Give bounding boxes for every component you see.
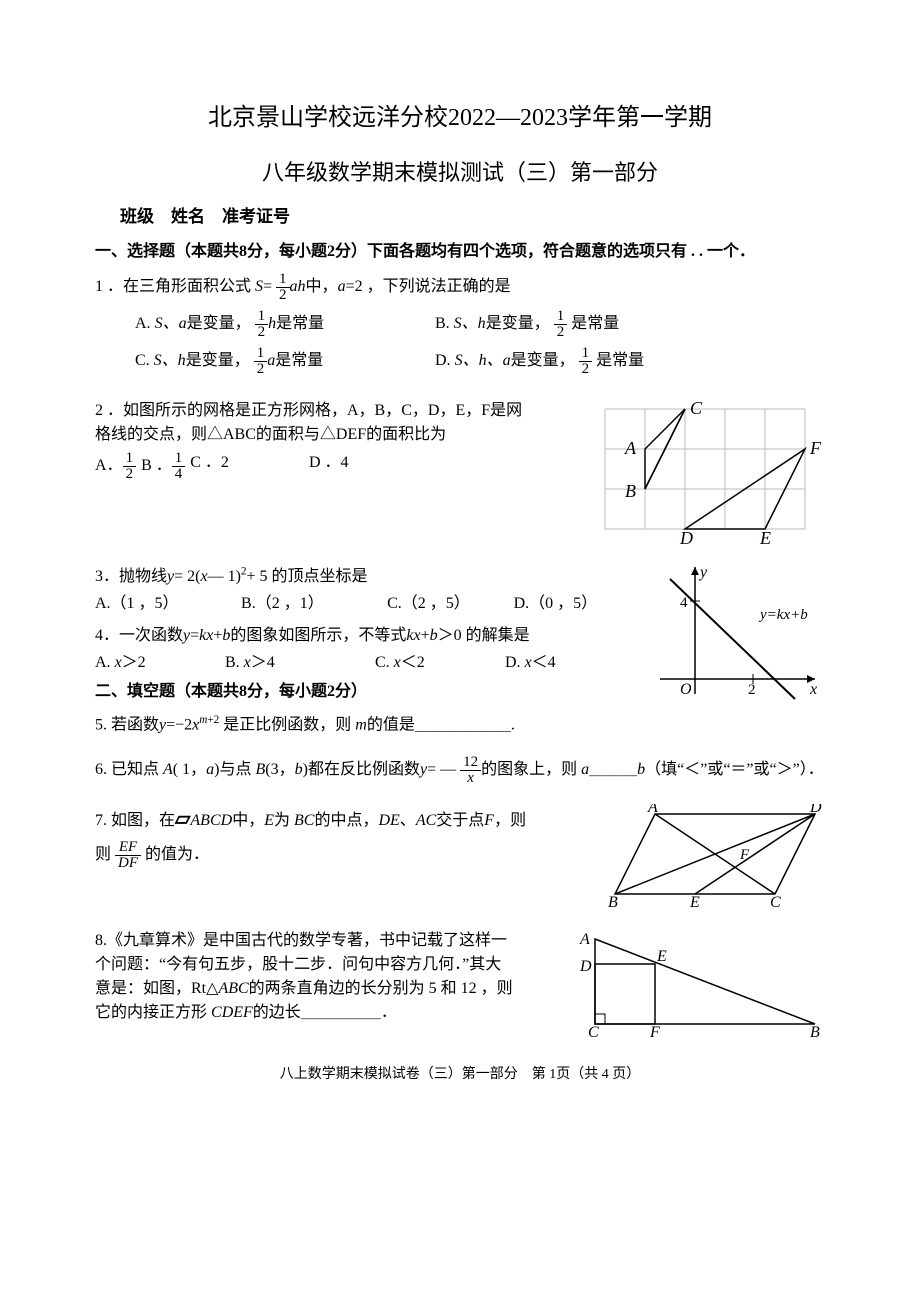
q3-option-b: B.（2 ，1） — [241, 592, 387, 616]
svg-text:E: E — [759, 528, 771, 544]
q7-figure: A D B C E F — [605, 804, 825, 909]
q1-option-a: A. S、a是变量， 12h是常量 — [135, 309, 435, 340]
svg-text:C: C — [690, 399, 703, 418]
svg-text:D: D — [809, 804, 822, 816]
svg-text:D: D — [679, 528, 693, 544]
q2-option-b: B ．14 — [141, 451, 185, 482]
q2-option-a: A．12 — [95, 451, 136, 482]
svg-text:2: 2 — [748, 682, 756, 698]
svg-text:A: A — [624, 438, 637, 458]
q3-stem: 3．抛物线y= 2(x— 1)2+ 5 的顶点坐标是 — [95, 568, 368, 585]
q2-option-d: D ．4 — [309, 451, 349, 482]
svg-text:D: D — [579, 958, 592, 975]
q4-option-b: B. x＞4 — [225, 651, 375, 675]
svg-text:A: A — [579, 931, 590, 948]
student-fields: 班级 姓名 准考证号 — [120, 204, 825, 230]
sub-title: 八年级数学期末模拟测试（三）第一部分 — [95, 156, 825, 189]
svg-text:E: E — [689, 894, 700, 909]
q1-stem: 1 ．在三角形面积公式 S= 12ah中，a=2 ，下列说法正确的是 — [95, 278, 511, 295]
q1-option-c: C. S、h是变量， 12a是常量 — [135, 346, 435, 377]
svg-text:B: B — [625, 481, 636, 501]
question-7: A D B C E F 7. 如图，在▱ABCD中，E为 BC的中点，DE、AC… — [95, 804, 825, 909]
question-4: 4．一次函数y=kx+b的图象如图所示，不等式kx+b＞0 的解集是 A. x＞… — [95, 624, 595, 675]
question-5: 5. 若函数y=−2xm+2 是正比例函数，则 m的值是＿＿＿＿＿＿. — [95, 712, 825, 737]
svg-text:C: C — [588, 1024, 599, 1039]
svg-text:F: F — [649, 1024, 660, 1039]
q4-stem: 4．一次函数y=kx+b的图象如图所示，不等式kx+b＞0 的解集是 — [95, 627, 530, 644]
q4-figure: y x O 2 4 y=kx+b — [650, 559, 825, 704]
question-8: A D E C F B 8.《九章算术》是中国古代的数学专著，书中记载了这样一个… — [95, 929, 825, 1039]
question-1: 1 ．在三角形面积公式 S= 12ah中，a=2 ，下列说法正确的是 A. S、… — [95, 272, 825, 377]
svg-text:A: A — [647, 804, 658, 816]
section1-header: 一、选择题（本题共8分，每小题2分）下面各题均有四个选项，符合题意的选项只有 .… — [95, 240, 825, 264]
q4-option-c: C. x＜2 — [375, 651, 505, 675]
svg-text:C: C — [770, 894, 781, 909]
svg-text:F: F — [809, 438, 822, 458]
svg-text:B: B — [608, 894, 618, 909]
q3-option-d: D.（0 ，5） — [514, 592, 595, 616]
question-2: A B C D E F 2 ．如图所示的网格是正方形网格，A，B，C，D，E，F… — [95, 399, 825, 544]
q3-option-a: A.（1 ，5） — [95, 592, 241, 616]
svg-text:O: O — [680, 681, 692, 698]
svg-text:y=kx+b: y=kx+b — [758, 607, 808, 623]
svg-text:F: F — [739, 847, 750, 863]
question-6: 6. 已知点 A( 1，a)与点 B(3，b)都在反比例函数y= — 12x的图… — [95, 755, 825, 786]
main-title: 北京景山学校远洋分校2022—2023学年第一学期 — [95, 100, 825, 136]
q2-stem: 2 ．如图所示的网格是正方形网格，A，B，C，D，E，F是网格线的交点，则△AB… — [95, 399, 525, 447]
q8-figure: A D E C F B — [575, 929, 825, 1039]
svg-text:x: x — [809, 681, 817, 698]
svg-text:4: 4 — [680, 595, 688, 611]
q1-option-d: D. S、h、a是变量， 12 是常量 — [435, 346, 644, 377]
q2-figure: A B C D E F — [595, 399, 825, 544]
q4-option-d: D. x＜4 — [505, 651, 556, 675]
q1-option-b: B. S、h是变量， 12 是常量 — [435, 309, 619, 340]
q2-option-c: C ．2 — [190, 451, 229, 482]
question-3: 3．抛物线y= 2(x— 1)2+ 5 的顶点坐标是 A.（1 ，5） B.（2… — [95, 564, 595, 616]
q4-option-a: A. x＞2 — [95, 651, 225, 675]
page-footer: 八上数学期末模拟试卷（三）第一部分 第 1页（共 4 页） — [95, 1064, 825, 1085]
q3-option-c: C.（2 ，5） — [387, 592, 514, 616]
svg-text:y: y — [698, 564, 708, 581]
svg-text:B: B — [810, 1024, 820, 1039]
svg-text:E: E — [656, 948, 667, 965]
